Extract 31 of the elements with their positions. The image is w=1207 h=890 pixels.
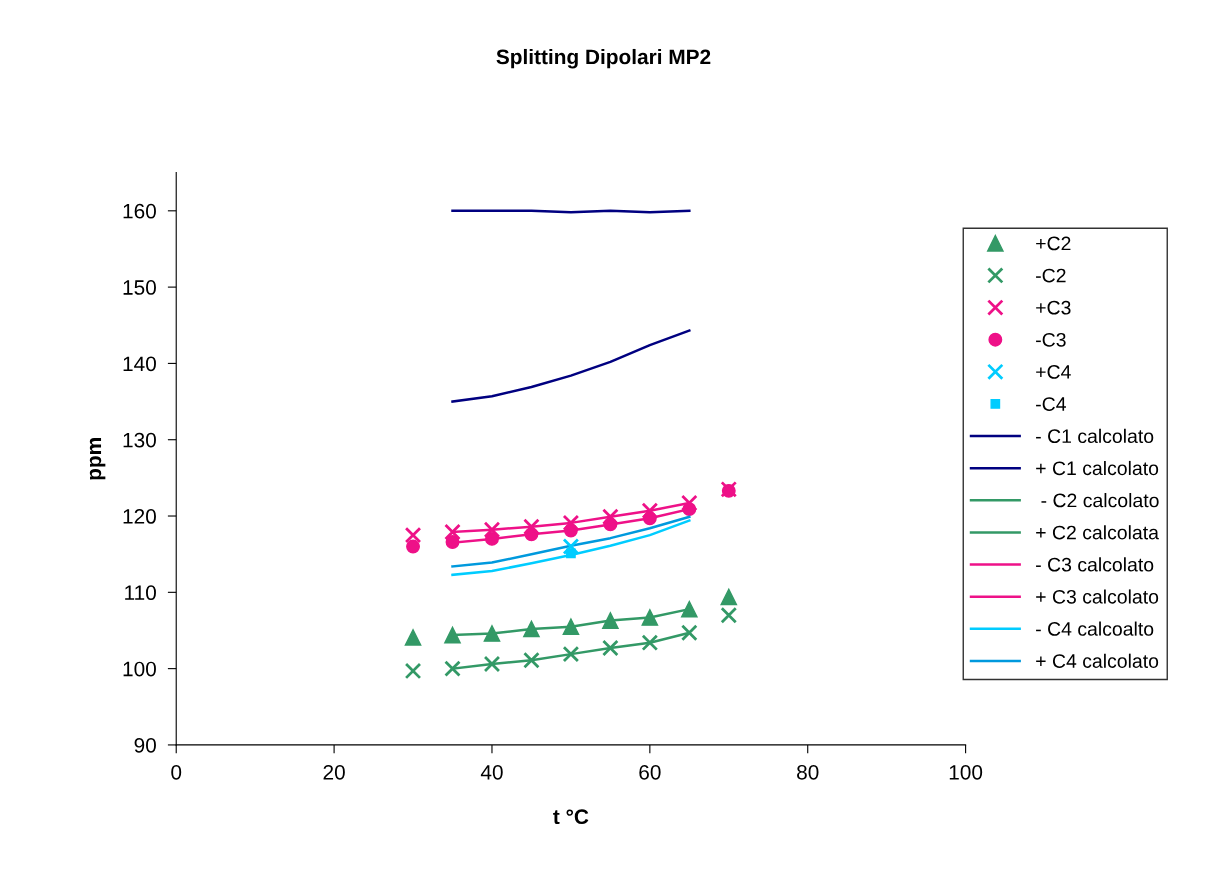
legend-label: - C3 calcolato <box>1036 557 1154 572</box>
y-tick-label: 160 <box>123 203 156 219</box>
x-tick-label: 0 <box>171 764 182 780</box>
chart-title: Splitting Dipolari MP2 <box>496 48 711 69</box>
y-tick-label: 110 <box>125 585 156 601</box>
legend-label: - C4 calcoalto <box>1036 621 1154 636</box>
y-tick-label: 120 <box>123 509 156 524</box>
legend-label: +C4 <box>1036 365 1071 379</box>
y-tick-label: 90 <box>134 737 156 753</box>
x-tick-label: 60 <box>639 764 661 780</box>
x-tick-label: 20 <box>323 764 345 780</box>
legend-label: + C2 calcolata <box>1036 525 1159 540</box>
legend-label: +C2 <box>1036 236 1071 251</box>
y-tick-label: 140 <box>123 356 156 372</box>
legend-label: + C1 calcolato <box>1036 460 1159 476</box>
y-axis-title: ppm <box>89 438 106 480</box>
x-tick-label: 40 <box>480 764 503 780</box>
legend-label: -C4 <box>1036 397 1066 411</box>
x-axis-title: t °C <box>553 809 589 825</box>
legend-label: -C2 <box>1036 268 1066 283</box>
x-tick-label: 100 <box>949 764 983 780</box>
x-tick-label: 80 <box>797 764 819 780</box>
legend-label: +C3 <box>1036 300 1071 315</box>
legend-label: + C3 calcolato <box>1036 589 1159 604</box>
legend-label: -C3 <box>1036 332 1066 347</box>
legend-label: - C1 calcolato <box>1036 428 1154 444</box>
y-tick-label: 100 <box>123 661 156 677</box>
legend-label: + C4 calcolato <box>1036 653 1159 668</box>
legend-label: - C2 calcolato <box>1041 493 1159 508</box>
y-tick-label: 150 <box>123 280 156 295</box>
y-tick-label: 130 <box>123 432 156 448</box>
